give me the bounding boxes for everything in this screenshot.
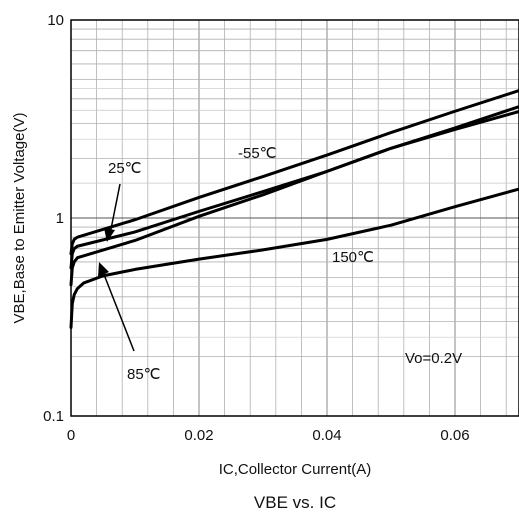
y-axis-label: VBE,Base to Emitter Voltage(V): [11, 113, 28, 324]
series-label-150: 150℃: [332, 249, 374, 266]
series-line-0: [69, 89, 519, 256]
series-layer: [69, 89, 519, 329]
tick-labels: 0 0.02 0.04 0.06 0.1 1 10: [43, 12, 469, 444]
x-tick-label: 0.04: [312, 427, 341, 444]
x-tick-label: 0.02: [184, 427, 213, 444]
grid: [71, 20, 519, 416]
arrow-25-head: [104, 228, 115, 242]
series-label-85: 85℃: [127, 366, 161, 383]
series-line-3: [69, 187, 519, 329]
x-tick-label: 0.06: [440, 427, 469, 444]
arrow-85-head: [98, 262, 109, 277]
y-tick-label: 1: [56, 210, 64, 227]
arrow-25-line: [109, 183, 121, 235]
chart-title: VBE vs. IC: [254, 493, 336, 512]
arrow-85-line: [102, 271, 135, 352]
series-label-minus55: -55℃: [238, 145, 277, 162]
x-axis-label: IC,Collector Current(A): [219, 461, 372, 478]
series-label-25: 25℃: [108, 160, 142, 177]
plot-frame: [70, 19, 519, 417]
x-tick-label: 0: [67, 427, 75, 444]
series-line-2: [69, 110, 519, 287]
condition-annotation: Vo=0.2V: [405, 350, 462, 367]
y-tick-label: 10: [47, 12, 64, 29]
y-tick-label: 0.1: [43, 408, 64, 425]
